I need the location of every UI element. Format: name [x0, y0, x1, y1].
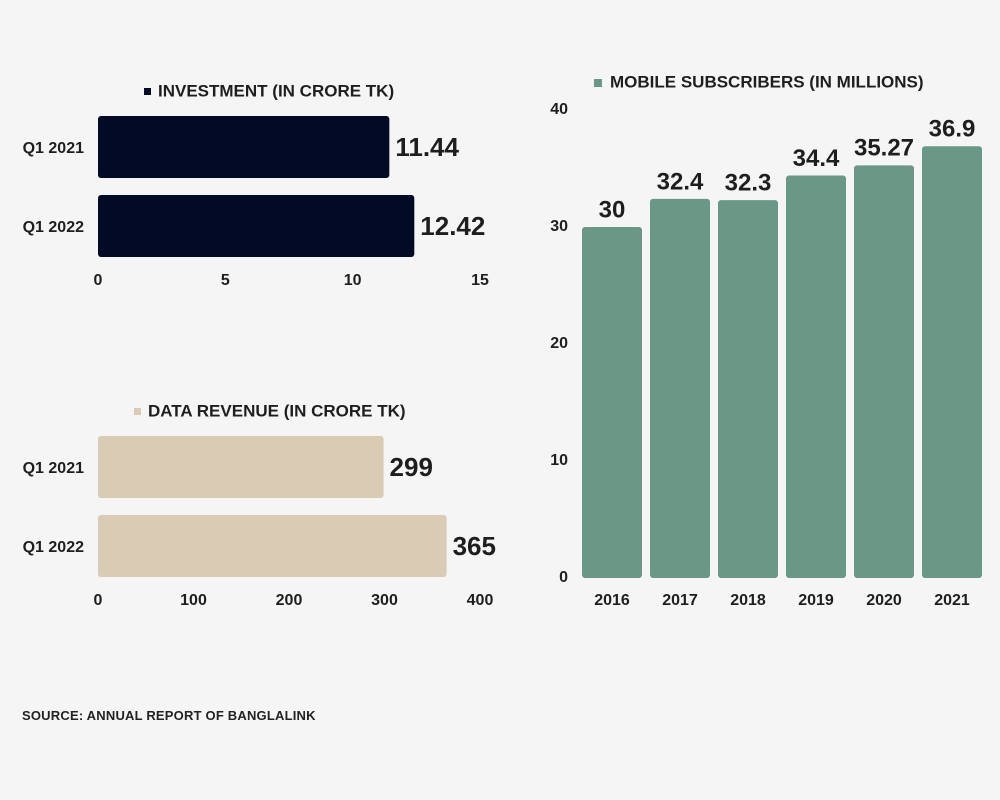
- data-revenue-value-label: 299: [390, 452, 433, 482]
- investment-bar: [98, 116, 390, 178]
- subscribers-value-label: 34.4: [793, 145, 840, 172]
- investment-bar: [98, 195, 415, 257]
- data-revenue-category-label: Q1 2021: [23, 460, 84, 477]
- subscribers-bar: [922, 146, 982, 578]
- data-revenue-x-tick: 0: [94, 592, 103, 609]
- investment-legend-swatch: [144, 88, 151, 95]
- subscribers-y-tick: 0: [559, 569, 568, 586]
- subscribers-bar: [718, 200, 778, 578]
- investment-x-tick: 15: [471, 272, 489, 289]
- subscribers-value-label: 35.27: [854, 135, 914, 162]
- data-revenue-x-tick: 400: [467, 592, 494, 609]
- subscribers-legend-label: MOBILE SUBSCRIBERS (IN MILLIONS): [610, 72, 924, 91]
- subscribers-y-tick: 40: [550, 101, 568, 118]
- investment-x-tick: 10: [344, 272, 362, 289]
- subscribers-x-tick: 2016: [594, 592, 630, 609]
- data-revenue-legend-swatch: [134, 408, 141, 415]
- investment-legend-label: INVESTMENT (IN CRORE TK): [158, 81, 394, 100]
- investment-x-tick: 0: [94, 272, 103, 289]
- subscribers-bar: [786, 175, 846, 578]
- data-revenue-x-tick: 200: [276, 592, 303, 609]
- subscribers-value-label: 32.4: [657, 168, 704, 195]
- investment-value-label: 12.42: [420, 211, 485, 241]
- subscribers-value-label: 36.9: [929, 116, 976, 143]
- data-revenue-bar: [98, 515, 447, 577]
- subscribers-x-tick: 2020: [866, 592, 902, 609]
- data-revenue-category-label: Q1 2022: [23, 539, 84, 556]
- subscribers-value-label: 32.3: [725, 169, 772, 196]
- data-revenue-value-label: 365: [453, 531, 496, 561]
- investment-category-label: Q1 2022: [23, 219, 84, 236]
- subscribers-y-tick: 30: [550, 218, 568, 235]
- subscribers-bar: [854, 165, 914, 578]
- data-revenue-legend-label: DATA REVENUE (IN CRORE TK): [148, 401, 406, 420]
- subscribers-y-tick: 20: [550, 335, 568, 352]
- subscribers-bar: [650, 198, 710, 579]
- subscribers-legend-swatch: [594, 79, 602, 87]
- data-revenue-bar: [98, 436, 384, 498]
- source-note: SOURCE: ANNUAL REPORT OF BANGLALINK: [22, 708, 316, 723]
- subscribers-y-tick: 10: [550, 452, 568, 469]
- investment-category-label: Q1 2021: [23, 140, 84, 157]
- subscribers-bar: [582, 227, 642, 578]
- subscribers-x-tick: 2021: [934, 592, 970, 609]
- investment-value-label: 11.44: [395, 132, 459, 162]
- subscribers-x-tick: 2019: [798, 592, 834, 609]
- investment-x-tick: 5: [221, 272, 230, 289]
- subscribers-x-tick: 2018: [730, 592, 766, 609]
- subscribers-x-tick: 2017: [662, 592, 698, 609]
- data-revenue-x-tick: 100: [180, 592, 207, 609]
- subscribers-value-label: 30: [599, 196, 626, 223]
- data-revenue-x-tick: 300: [371, 592, 398, 609]
